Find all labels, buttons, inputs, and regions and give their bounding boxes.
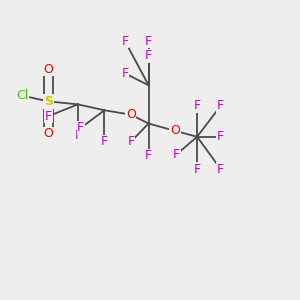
Text: O: O — [44, 62, 53, 76]
Text: F: F — [173, 148, 180, 161]
Text: F: F — [194, 99, 201, 112]
Text: F: F — [122, 67, 128, 80]
Text: S: S — [44, 95, 53, 108]
Text: F: F — [122, 34, 128, 48]
Text: F: F — [74, 129, 81, 142]
Text: O: O — [126, 108, 136, 121]
Text: F: F — [45, 110, 52, 123]
Text: F: F — [77, 122, 84, 134]
Text: F: F — [127, 135, 134, 148]
Text: F: F — [101, 135, 108, 148]
Text: F: F — [145, 149, 152, 162]
Text: O: O — [44, 127, 53, 140]
Text: F: F — [217, 163, 224, 176]
Text: F: F — [217, 99, 224, 112]
Text: F: F — [194, 163, 201, 176]
Text: F: F — [217, 130, 224, 143]
Text: F: F — [145, 34, 152, 48]
Text: Cl: Cl — [16, 89, 28, 102]
Text: F: F — [145, 49, 152, 62]
Text: O: O — [170, 124, 180, 137]
